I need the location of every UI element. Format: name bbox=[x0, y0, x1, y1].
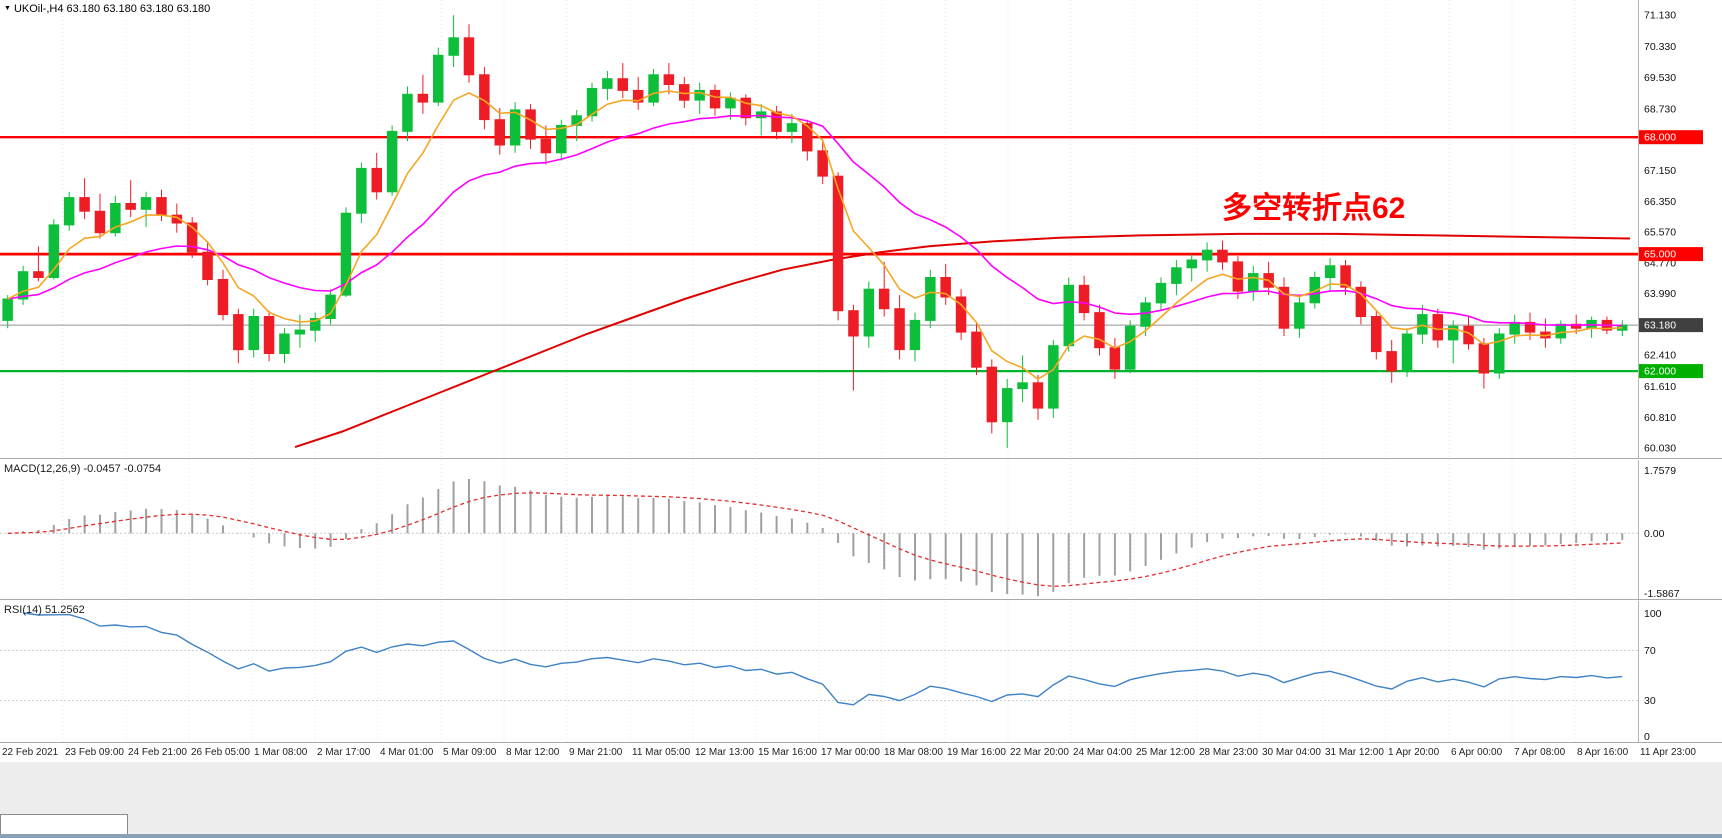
rsi-axis-label: 100 bbox=[1644, 608, 1662, 620]
time-axis[interactable]: 22 Feb 2021 23 Feb 09:00 24 Feb 21:00 26 Fe… bbox=[0, 742, 1722, 762]
time-label: 11 Mar 05:00 bbox=[632, 747, 691, 758]
time-label: 5 Mar 09:00 bbox=[443, 747, 497, 758]
time-label: 23 Feb 09:00 bbox=[65, 747, 124, 758]
price-badge-label: 65.000 bbox=[1644, 249, 1676, 261]
macd-histogram bbox=[22, 479, 1624, 597]
fast-ma-line bbox=[7, 90, 1623, 381]
time-label: 1 Apr 20:00 bbox=[1388, 747, 1440, 758]
time-label: 7 Apr 08:00 bbox=[1514, 747, 1566, 758]
time-label: 8 Apr 16:00 bbox=[1577, 747, 1629, 758]
time-label: 8 Mar 12:00 bbox=[506, 747, 560, 758]
price-axis-label: 68.730 bbox=[1644, 103, 1676, 115]
macd-axis-label: 0.00 bbox=[1644, 528, 1665, 540]
time-label: 24 Mar 04:00 bbox=[1073, 747, 1132, 758]
time-label: 9 Mar 21:00 bbox=[569, 747, 623, 758]
macd-axis-label: -1.5867 bbox=[1644, 588, 1680, 600]
slow-ma-line bbox=[294, 232, 1631, 449]
time-label: 28 Mar 23:00 bbox=[1199, 747, 1258, 758]
time-label: 22 Mar 20:00 bbox=[1010, 747, 1069, 758]
time-label: 17 Mar 00:00 bbox=[821, 747, 880, 758]
price-axis-label: 65.570 bbox=[1644, 226, 1676, 238]
annotation-text: 多空转折点62 bbox=[1222, 192, 1406, 225]
time-label: 2 Mar 17:00 bbox=[317, 747, 371, 758]
time-label: 15 Mar 16:00 bbox=[758, 747, 817, 758]
price-axis-label: 61.610 bbox=[1644, 381, 1676, 393]
price-axis-label: 71.130 bbox=[1644, 10, 1676, 22]
macd-label: MACD(12,26,9) -0.0457 -0.0754 bbox=[4, 463, 162, 475]
price-badge bbox=[1639, 130, 1703, 145]
candles[interactable] bbox=[2, 15, 1628, 448]
time-label: 24 Feb 21:00 bbox=[128, 747, 187, 758]
price-axis-label: 67.150 bbox=[1644, 165, 1676, 177]
rsi-canvas[interactable]: 100 70 30 0 bbox=[0, 601, 1722, 743]
rsi-label: RSI(14) 51.2562 bbox=[4, 604, 85, 616]
macd-signal-line bbox=[7, 492, 1623, 587]
rsi-line bbox=[23, 612, 1623, 706]
macd-axis-label: 1.7579 bbox=[1644, 465, 1676, 477]
time-label: 1 Mar 08:00 bbox=[254, 747, 308, 758]
time-label: 26 Feb 05:00 bbox=[191, 747, 250, 758]
chart-title: UKOil-,H4 63.180 63.180 63.180 63.180 bbox=[13, 3, 211, 15]
main-chart-panel[interactable]: 71.130 70.330 69.530 68.730 67.150 66.350 65.5… bbox=[0, 0, 1722, 458]
price-badge bbox=[1639, 364, 1703, 379]
price-axis-label: 63.990 bbox=[1644, 288, 1676, 300]
bottom-strip bbox=[0, 762, 1722, 838]
mid-ma-line bbox=[7, 114, 1623, 327]
price-axis-label: 69.530 bbox=[1644, 72, 1676, 84]
time-label: 30 Mar 04:00 bbox=[1262, 747, 1321, 758]
time-label: 31 Mar 12:00 bbox=[1325, 747, 1384, 758]
price-axis-label: 66.350 bbox=[1644, 196, 1676, 208]
price-badge bbox=[1639, 247, 1703, 262]
time-label: 25 Mar 12:00 bbox=[1136, 747, 1195, 758]
time-label: 6 Apr 00:00 bbox=[1451, 747, 1503, 758]
rsi-panel[interactable]: 100 70 30 0 RSI(14) 51.2562 bbox=[0, 599, 1722, 743]
price-axis-label: 70.330 bbox=[1644, 41, 1676, 53]
time-label: 19 Mar 16:00 bbox=[947, 747, 1006, 758]
main-chart-canvas[interactable]: 71.130 70.330 69.530 68.730 67.150 66.350 65.5… bbox=[0, 0, 1722, 458]
rsi-axis-label: 70 bbox=[1644, 645, 1656, 657]
time-label: 18 Mar 08:00 bbox=[884, 747, 943, 758]
chart-header: ▼ UKOil-,H4 63.180 63.180 63.180 63.180 bbox=[4, 3, 210, 15]
price-badge-label: 63.180 bbox=[1644, 320, 1676, 332]
price-axis-label: 60.810 bbox=[1644, 412, 1676, 424]
macd-panel[interactable]: 1.7579 0.00 -1.5867 MACD(12,26,9) -0.0457 … bbox=[0, 458, 1722, 600]
macd-canvas[interactable]: 1.7579 0.00 -1.5867 bbox=[0, 460, 1722, 600]
time-label: 22 Feb 2021 bbox=[2, 747, 59, 758]
price-axis-label: 60.030 bbox=[1644, 442, 1676, 454]
time-label: 11 Apr 23:00 bbox=[1640, 747, 1696, 758]
price-badge bbox=[1639, 318, 1703, 333]
time-label: 12 Mar 13:00 bbox=[695, 747, 754, 758]
rsi-axis-label: 30 bbox=[1644, 695, 1656, 707]
price-badge-label: 62.000 bbox=[1644, 366, 1676, 378]
window-edge bbox=[0, 834, 1722, 838]
time-label: 4 Mar 01:00 bbox=[380, 747, 434, 758]
rsi-axis-label: 0 bbox=[1644, 731, 1650, 743]
status-box bbox=[0, 814, 128, 836]
price-badge-label: 68.000 bbox=[1644, 132, 1676, 144]
price-axis-label: 62.410 bbox=[1644, 350, 1676, 362]
collapse-triangle-icon[interactable]: ▼ bbox=[4, 5, 11, 12]
